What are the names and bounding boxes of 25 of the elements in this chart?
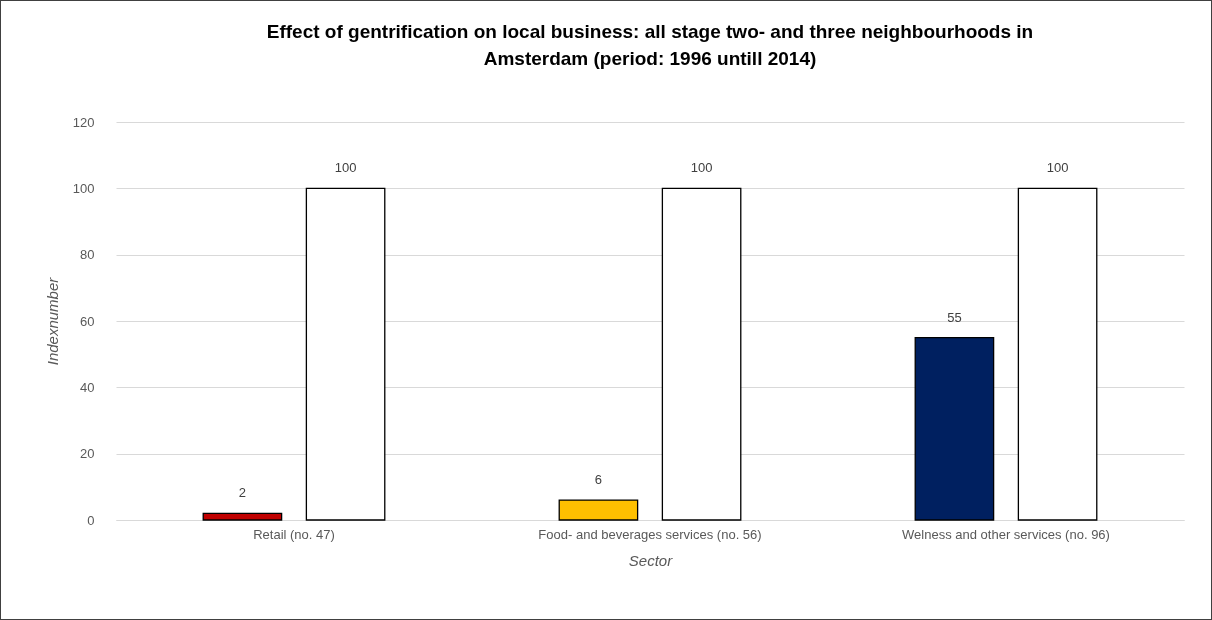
- x-tick-label: Welness and other services (no. 96): [902, 526, 1110, 542]
- bar: [305, 187, 386, 521]
- y-tick-label: 40: [80, 379, 95, 395]
- y-tick-label: 100: [72, 180, 95, 196]
- bar: [202, 512, 283, 521]
- data-label: 100: [1046, 160, 1069, 176]
- bar: [1017, 187, 1098, 521]
- y-tick-label: 80: [80, 247, 95, 263]
- data-label: 6: [594, 472, 603, 488]
- y-tick-label: 120: [72, 114, 95, 130]
- x-tick-label: Retail (no. 47): [253, 526, 335, 542]
- chart-title: Effect of gentrification on local business: all stage two- and three neighbourhoods in Amsterdam (period: 1996 untill 2014): [266, 21, 1034, 69]
- y-axis-title: Indexnumber: [43, 276, 61, 366]
- x-axis-title: Sector: [628, 551, 674, 569]
- bar: [558, 499, 639, 521]
- data-label: 2: [238, 485, 247, 501]
- data-label: 100: [334, 160, 357, 176]
- data-label: 55: [947, 309, 962, 325]
- data-label: 100: [690, 160, 713, 176]
- x-tick-label: Food- and beverages services (no. 56): [538, 526, 762, 542]
- y-tick-label: 0: [87, 512, 95, 528]
- y-tick-label: 20: [80, 446, 95, 462]
- bar: [661, 187, 742, 521]
- bar: [914, 336, 995, 521]
- y-tick-label: 60: [80, 313, 95, 329]
